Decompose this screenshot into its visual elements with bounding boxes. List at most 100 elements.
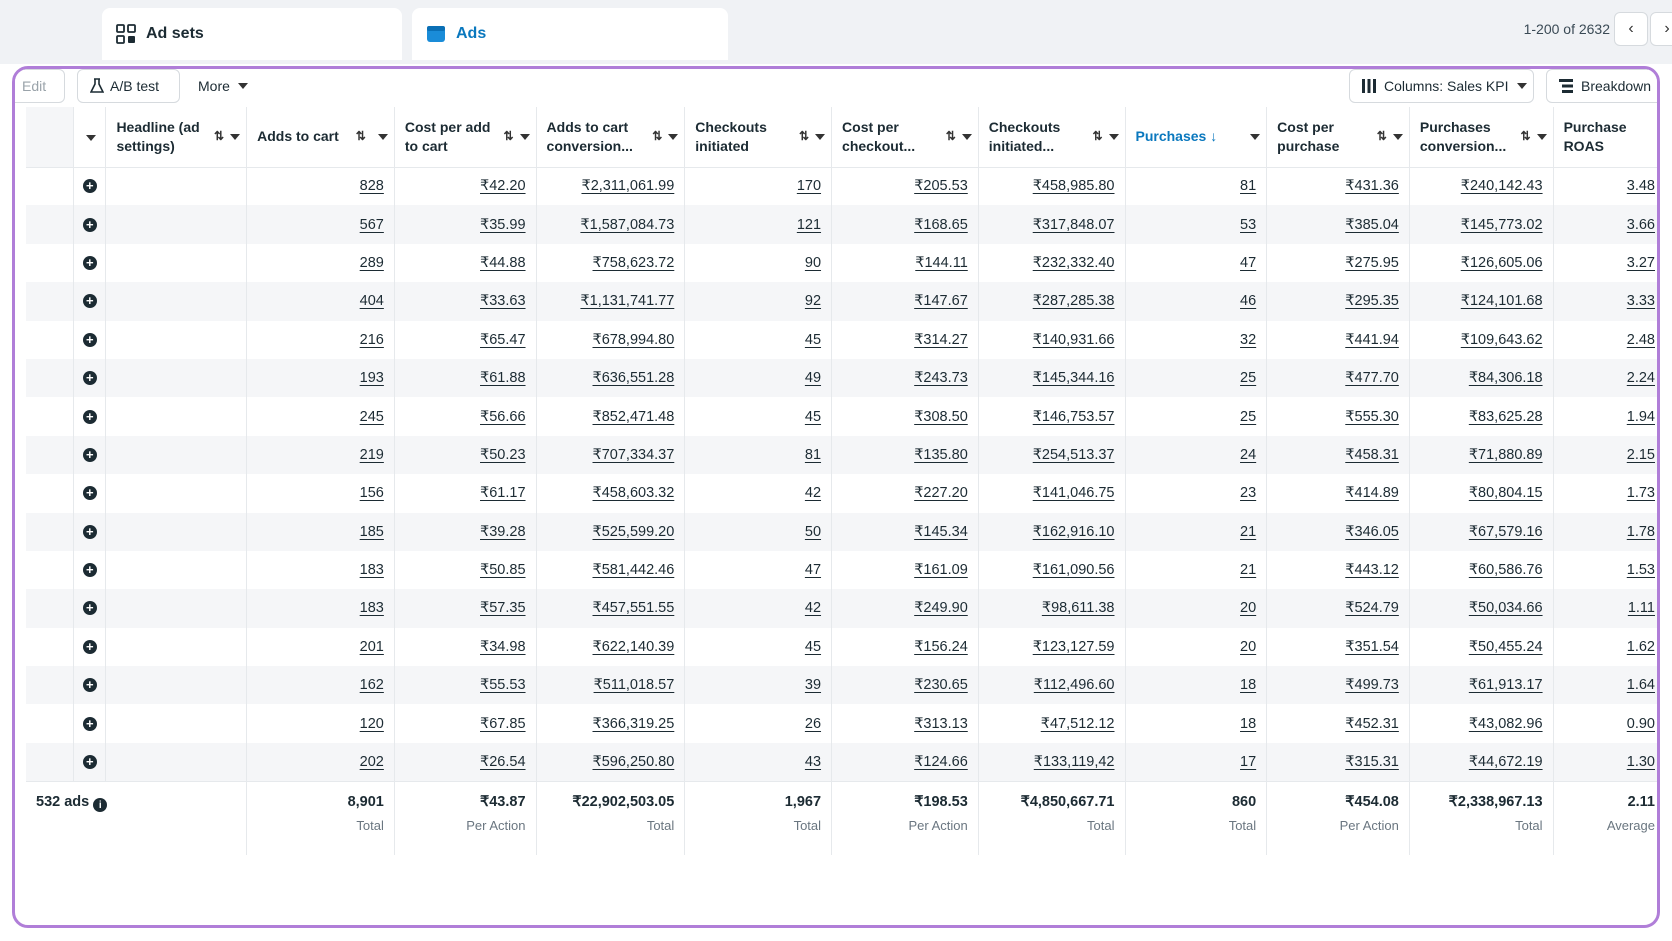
metric-cell[interactable]: ₹140,931.66: [978, 320, 1126, 359]
metric-cell[interactable]: ₹458,985.80: [978, 167, 1126, 206]
metric-cell[interactable]: ₹61,913.17: [1409, 666, 1554, 705]
metric-cell[interactable]: ₹61.17: [394, 474, 537, 513]
metric-cell[interactable]: 3.66: [1553, 205, 1657, 244]
metric-cell[interactable]: 120: [246, 704, 395, 743]
tab-ad-sets[interactable]: Ad sets: [102, 8, 402, 60]
metric-cell[interactable]: 1.30: [1553, 742, 1657, 782]
metric-cell[interactable]: 90: [684, 243, 833, 283]
metric-cell[interactable]: ₹275.95: [1266, 243, 1410, 283]
metric-cell[interactable]: 828: [246, 167, 395, 206]
metric-cell[interactable]: 45: [684, 397, 833, 436]
metric-cell[interactable]: ₹144.11: [831, 243, 979, 283]
metric-cell[interactable]: ₹161.09: [831, 550, 979, 590]
metric-cell[interactable]: ₹346.05: [1266, 512, 1410, 551]
metric-cell[interactable]: ₹230.65: [831, 666, 979, 705]
columns-button[interactable]: Columns: Sales KPI: [1349, 69, 1534, 103]
metric-cell[interactable]: ₹852,471.48: [536, 397, 686, 436]
metric-cell[interactable]: 1.73: [1553, 474, 1657, 513]
metric-cell[interactable]: 1.53: [1553, 550, 1657, 590]
metric-cell[interactable]: ₹499.73: [1266, 666, 1410, 705]
metric-cell[interactable]: 121: [684, 205, 833, 244]
metric-cell[interactable]: 193: [246, 358, 395, 398]
metric-cell[interactable]: ₹227.20: [831, 474, 979, 513]
metric-cell[interactable]: 25: [1125, 358, 1268, 398]
metric-cell[interactable]: ₹124,101.68: [1409, 282, 1554, 321]
metric-cell[interactable]: ₹555.30: [1266, 397, 1410, 436]
metric-cell[interactable]: ₹44.88: [394, 243, 537, 283]
metric-cell[interactable]: ₹414.89: [1266, 474, 1410, 513]
metric-cell[interactable]: ₹98,611.38: [978, 589, 1126, 628]
metric-cell[interactable]: 1.94: [1553, 397, 1657, 436]
metric-cell[interactable]: ₹758,623.72: [536, 243, 686, 283]
header-cost-per-purchase[interactable]: Cost per purchase ⇅: [1266, 107, 1410, 168]
metric-cell[interactable]: 45: [684, 627, 833, 667]
metric-cell[interactable]: ₹50,455.24: [1409, 627, 1554, 667]
metric-cell[interactable]: ₹147.67: [831, 282, 979, 321]
metric-cell[interactable]: ₹1,587,084.73: [536, 205, 686, 244]
metric-cell[interactable]: 245: [246, 397, 395, 436]
metric-cell[interactable]: 1.62: [1553, 627, 1657, 667]
metric-cell[interactable]: ₹56.66: [394, 397, 537, 436]
metric-cell[interactable]: ₹313.13: [831, 704, 979, 743]
row-expand[interactable]: +: [73, 320, 107, 359]
metric-cell[interactable]: ₹366,319.25: [536, 704, 686, 743]
metric-cell[interactable]: 183: [246, 550, 395, 590]
metric-cell[interactable]: ₹146,753.57: [978, 397, 1126, 436]
metric-cell[interactable]: ₹123,127.59: [978, 627, 1126, 667]
metric-cell[interactable]: 3.48: [1553, 167, 1657, 206]
metric-cell[interactable]: ₹2,311,061.99: [536, 167, 686, 206]
metric-cell[interactable]: 39: [684, 666, 833, 705]
metric-cell[interactable]: ₹124.66: [831, 742, 979, 782]
pager-previous-button[interactable]: ‹: [1614, 12, 1648, 46]
metric-cell[interactable]: ₹112,496.60: [978, 666, 1126, 705]
metric-cell[interactable]: 0.90: [1553, 704, 1657, 743]
metric-cell[interactable]: ₹636,551.28: [536, 358, 686, 398]
row-expand[interactable]: +: [73, 666, 107, 705]
metric-cell[interactable]: 47: [1125, 243, 1268, 283]
metric-cell[interactable]: ₹26.54: [394, 742, 537, 782]
metric-cell[interactable]: ₹133,119,42: [978, 742, 1126, 782]
row-expand[interactable]: +: [73, 512, 107, 551]
metric-cell[interactable]: 1.78: [1553, 512, 1657, 551]
metric-cell[interactable]: 21: [1125, 512, 1268, 551]
metric-cell[interactable]: ₹67,579.16: [1409, 512, 1554, 551]
metric-cell[interactable]: ₹458,603.32: [536, 474, 686, 513]
metric-cell[interactable]: 42: [684, 474, 833, 513]
metric-cell[interactable]: ₹314.27: [831, 320, 979, 359]
metric-cell[interactable]: ₹162,916.10: [978, 512, 1126, 551]
metric-cell[interactable]: 21: [1125, 550, 1268, 590]
metric-cell[interactable]: ₹44,672.19: [1409, 742, 1554, 782]
metric-cell[interactable]: ₹50.85: [394, 550, 537, 590]
row-expand[interactable]: +: [73, 704, 107, 743]
metric-cell[interactable]: ₹65.47: [394, 320, 537, 359]
metric-cell[interactable]: 20: [1125, 627, 1268, 667]
metric-cell[interactable]: ₹443.12: [1266, 550, 1410, 590]
metric-cell[interactable]: ₹35.99: [394, 205, 537, 244]
metric-cell[interactable]: ₹135.80: [831, 435, 979, 475]
edit-button[interactable]: Edit: [15, 69, 65, 103]
metric-cell[interactable]: ₹50,034.66: [1409, 589, 1554, 628]
metric-cell[interactable]: ₹243.73: [831, 358, 979, 398]
metric-cell[interactable]: 2.24: [1553, 358, 1657, 398]
metric-cell[interactable]: ₹477.70: [1266, 358, 1410, 398]
row-expand[interactable]: +: [73, 435, 107, 475]
row-expand[interactable]: +: [73, 397, 107, 436]
metric-cell[interactable]: ₹351.54: [1266, 627, 1410, 667]
metric-cell[interactable]: 81: [1125, 167, 1268, 206]
metric-cell[interactable]: ₹141,046.75: [978, 474, 1126, 513]
metric-cell[interactable]: 24: [1125, 435, 1268, 475]
metric-cell[interactable]: 3.27: [1553, 243, 1657, 283]
metric-cell[interactable]: ₹205.53: [831, 167, 979, 206]
row-expand[interactable]: +: [73, 550, 107, 590]
metric-cell[interactable]: 49: [684, 358, 833, 398]
ab-test-button[interactable]: A/B test: [77, 69, 180, 103]
metric-cell[interactable]: ₹240,142.43: [1409, 167, 1554, 206]
metric-cell[interactable]: ₹161,090.56: [978, 550, 1126, 590]
metric-cell[interactable]: ₹431.36: [1266, 167, 1410, 206]
metric-cell[interactable]: 1.11: [1553, 589, 1657, 628]
metric-cell[interactable]: ₹60,586.76: [1409, 550, 1554, 590]
row-expand[interactable]: +: [73, 358, 107, 398]
metric-cell[interactable]: ₹581,442.46: [536, 550, 686, 590]
header-cost-per-add-to-cart[interactable]: Cost per add to cart ⇅: [394, 107, 537, 168]
metric-cell[interactable]: ₹511,018.57: [536, 666, 686, 705]
